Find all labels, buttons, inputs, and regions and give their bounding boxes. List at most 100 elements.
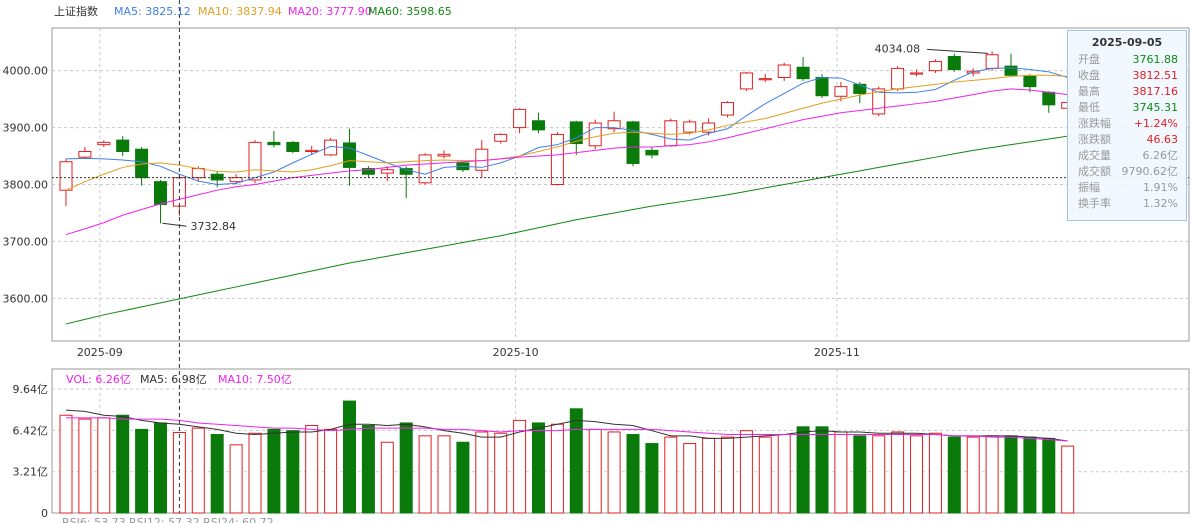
low-marker-arrow: [162, 222, 187, 227]
volume-bar: [588, 428, 602, 514]
high-marker-arrow: [927, 48, 989, 54]
candle-down: [1004, 65, 1018, 76]
tooltip-row-label: 最高: [1078, 85, 1100, 98]
candle-down: [154, 181, 167, 205]
tooltip-row: 成交额 9790.62亿: [1078, 164, 1178, 180]
volume-bar: [494, 432, 508, 514]
tooltip-row: 涨跌幅 +1.24%: [1078, 116, 1178, 132]
tooltip-date: 2025-09-05: [1091, 36, 1163, 49]
volume-bar: [796, 426, 810, 514]
candle-down: [361, 168, 375, 175]
x-tick-label: 2025-11: [814, 346, 860, 359]
legend-ma60: MA60: 3598.65: [368, 5, 452, 18]
tooltip-row-value: 46.63: [1146, 133, 1179, 146]
tooltip-row-label: 振幅: [1078, 181, 1100, 194]
tooltip-row-value: 9790.62亿: [1121, 165, 1179, 178]
candle-up: [305, 149, 319, 152]
tooltip-row-value: 3745.31: [1132, 101, 1179, 114]
low-marker-label: 3732.84: [191, 220, 237, 233]
ma-line-vma5: [65, 409, 1068, 442]
volume-bar: [59, 414, 73, 514]
volume-bar: [475, 431, 489, 514]
candle-up: [191, 168, 205, 179]
price-tick-label: 3800.00: [3, 179, 49, 192]
candle-up: [437, 153, 451, 157]
volume-bar: [248, 432, 262, 514]
volume-bar: [550, 423, 564, 514]
candle-up: [229, 177, 243, 183]
candle-up: [380, 169, 394, 174]
volume-bar: [928, 432, 942, 514]
candle-up: [739, 72, 753, 90]
volume-bar: [437, 435, 451, 514]
ohlc-tooltip: 2025-09-05 开盘 3761.88 收盘 3812.51 最高 3817.16 最低…: [1067, 30, 1187, 221]
candle-down: [645, 149, 659, 156]
candle-down: [210, 173, 224, 181]
tooltip-row-value: 1.32%: [1143, 197, 1178, 210]
candle-up: [910, 72, 923, 75]
candle-up: [97, 141, 111, 146]
legend-ma10: MA10: 3837.94: [198, 5, 282, 18]
candle-down: [1023, 75, 1037, 88]
volume-bar: [1004, 435, 1018, 514]
volume-bar: [286, 430, 300, 514]
candle-down: [947, 55, 961, 71]
volume-bar: [910, 435, 923, 514]
volume-tick-label: 0: [41, 507, 48, 520]
x-tick-label: 2025-10: [493, 346, 539, 359]
volume-tick-label: 3.21亿: [13, 466, 49, 479]
tooltip-row-label: 成交量: [1078, 149, 1111, 162]
volume-bar: [815, 426, 829, 514]
tooltip-row-value: 1.91%: [1143, 181, 1178, 194]
candle-down: [343, 142, 356, 168]
bottom-legend: RSI6: 53.73 RSI12: 57.32 RSI24: 60.72: [62, 516, 274, 523]
volume-bar: [1061, 445, 1075, 514]
tooltip-row: 涨跌额 46.63: [1078, 132, 1178, 148]
high-marker-label: 4034.08: [875, 42, 921, 55]
candle-up: [928, 61, 942, 72]
tooltip-row-label: 成交额: [1078, 165, 1111, 178]
volume-bar: [324, 428, 338, 514]
candle-down: [267, 141, 281, 146]
legend-ma5: MA5: 3825.12: [114, 5, 191, 18]
volume-bar: [191, 427, 205, 514]
tooltip-row-value: 6.26亿: [1142, 149, 1179, 162]
volume-bar: [683, 443, 697, 514]
tooltip-row: 最高 3817.16: [1078, 84, 1178, 100]
candle-down: [853, 83, 867, 94]
volume-bar: [513, 419, 527, 514]
tooltip-row: 最低 3745.31: [1078, 100, 1178, 116]
ma-line-ma60: [65, 135, 1068, 325]
candle-up: [494, 133, 508, 142]
candle-up: [985, 54, 999, 69]
tooltip-row-value: +1.24%: [1133, 117, 1178, 130]
tooltip-row-value: 3761.88: [1132, 53, 1179, 66]
legend-vma5: MA5: 6.98亿: [140, 373, 207, 386]
volume-bar: [399, 422, 413, 514]
volume-bar: [456, 441, 470, 514]
legend-ma20: MA20: 3777.90: [288, 5, 372, 18]
candle-up: [777, 64, 791, 79]
tooltip-rows: 开盘 3761.88 收盘 3812.51 最高 3817.16 最低 3745.31 涨跌幅 +…: [1068, 49, 1186, 212]
legend-vma10: MA10: 7.50亿: [218, 373, 292, 386]
volume-bar: [721, 436, 734, 514]
volume-bar: [966, 436, 980, 514]
candle-up: [248, 141, 262, 181]
volume-bar: [116, 414, 130, 514]
candle-down: [286, 141, 300, 152]
candle-down: [569, 121, 583, 145]
volume-bar: [702, 437, 716, 514]
price-tick-label: 3700.00: [3, 235, 49, 248]
volume-bar: [418, 435, 432, 514]
candle-down: [116, 139, 130, 152]
price-tick-label: 3900.00: [3, 122, 49, 135]
volume-bar: [947, 436, 961, 514]
candle-up: [513, 108, 527, 129]
candle-up: [550, 133, 564, 185]
volume-bar: [777, 434, 791, 514]
candle-up: [664, 120, 678, 147]
volume-bar: [305, 425, 319, 514]
candle-up: [891, 67, 905, 90]
volume-bar: [210, 434, 224, 514]
